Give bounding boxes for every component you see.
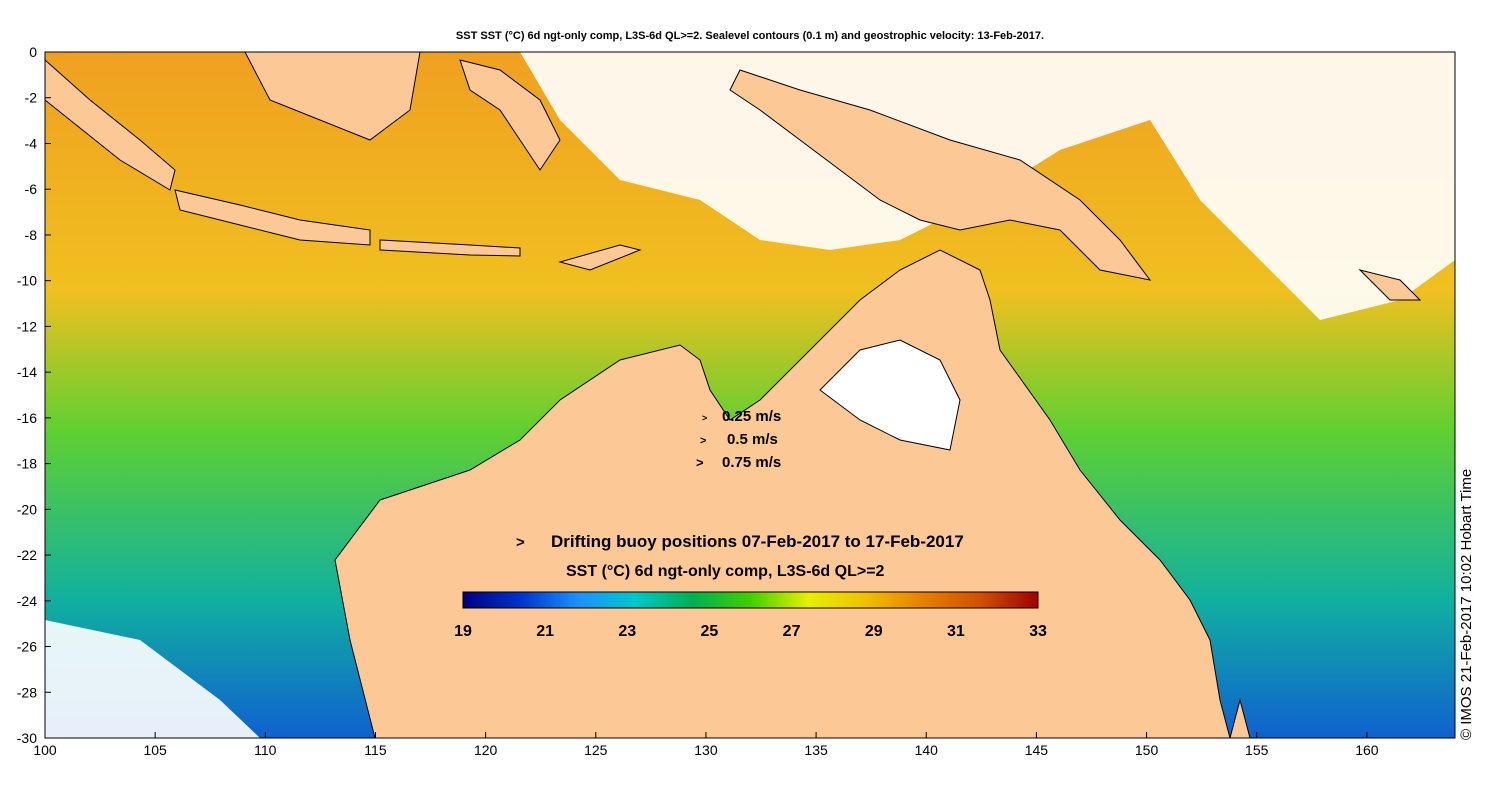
colorbar-tick-label: 19: [454, 623, 472, 640]
colorbar-gradient: [462, 591, 1039, 609]
y-axis: 0 -2 -4 -6 -8 -10 -12 -14 -16 -18 -20 -22 -24 -26 -28 -…: [17, 44, 51, 746]
colorbar-tick-label: 33: [1029, 623, 1047, 640]
x-tick-label: 150: [1135, 742, 1159, 758]
no-data-region: [45, 620, 260, 738]
velocity-legend-arrow: >: [700, 435, 706, 447]
y-tick-label: -4: [25, 135, 38, 151]
y-tick-label: -16: [17, 410, 37, 426]
x-tick-label: 155: [1245, 742, 1269, 758]
velocity-legend-arrow: >: [702, 413, 707, 423]
x-tick-label: 140: [915, 742, 939, 758]
x-tick-label: 145: [1025, 742, 1049, 758]
plot-frame: [44, 51, 1456, 739]
velocity-legend-label: 0.5 m/s: [727, 431, 778, 448]
no-data-region: [45, 52, 1455, 320]
x-tick-label: 130: [694, 742, 718, 758]
y-tick-label: -12: [17, 318, 37, 334]
x-tick-label: 105: [143, 742, 167, 758]
x-tick-label: 160: [1355, 742, 1379, 758]
velocity-legend: > 0.25 m/s > 0.5 m/s > 0.75 m/s: [696, 408, 781, 471]
buoy-legend: > Drifting buoy positions 07-Feb-2017 to…: [516, 532, 964, 551]
x-tick-label: 135: [804, 742, 828, 758]
velocity-legend-label: 0.25 m/s: [722, 408, 781, 425]
y-tick-label: -24: [17, 593, 37, 609]
colorbar-tick-label: 27: [783, 623, 801, 640]
y-tick-label: -20: [17, 501, 37, 517]
y-tick-label: 0: [29, 44, 37, 60]
y-tick-label: -28: [17, 684, 37, 700]
colorbar-tick-label: 31: [947, 623, 965, 640]
copyright-text: © IMOS 21-Feb-2017 10:02 Hobart Time: [1458, 468, 1475, 740]
y-tick-label: -6: [25, 181, 38, 197]
y-tick-label: -2: [25, 90, 38, 106]
x-tick-label: 120: [474, 742, 498, 758]
colorbar: SST (°C) 6d ngt-only comp, L3S-6d QL>=2 …: [454, 563, 1047, 640]
land: [45, 52, 1422, 738]
y-tick-label: -26: [17, 639, 37, 655]
buoy-symbol: >: [516, 534, 525, 551]
y-tick-label: -18: [17, 456, 37, 472]
colorbar-tick-label: 21: [536, 623, 554, 640]
x-tick-label: 110: [254, 742, 277, 758]
x-tick-label: 125: [584, 742, 608, 758]
velocity-legend-label: 0.75 m/s: [722, 454, 781, 471]
y-tick-label: -10: [17, 273, 37, 289]
x-axis: 100 105 110 115 120 125 130 135 140 145 150 155 160: [33, 732, 1379, 758]
y-tick-label: -30: [17, 730, 37, 746]
colorbar-ticks: 19 21 23 25 27 29 31 33: [454, 623, 1047, 640]
velocity-legend-arrow: >: [696, 455, 704, 470]
y-tick-label: -22: [17, 547, 37, 563]
x-tick-label: 100: [33, 742, 57, 758]
colorbar-tick-label: 25: [701, 623, 719, 640]
colorbar-tick-label: 23: [618, 623, 636, 640]
y-tick-label: -8: [25, 227, 38, 243]
buoy-legend-label: Drifting buoy positions 07-Feb-2017 to 1…: [551, 532, 964, 551]
y-tick-label: -14: [17, 364, 37, 380]
colorbar-title: SST (°C) 6d ngt-only comp, L3S-6d QL>=2: [566, 563, 885, 580]
x-tick-label: 115: [364, 742, 387, 758]
colorbar-tick-label: 29: [865, 623, 883, 640]
map-title: SST SST (°C) 6d ngt-only comp, L3S-6d QL…: [455, 30, 1045, 42]
